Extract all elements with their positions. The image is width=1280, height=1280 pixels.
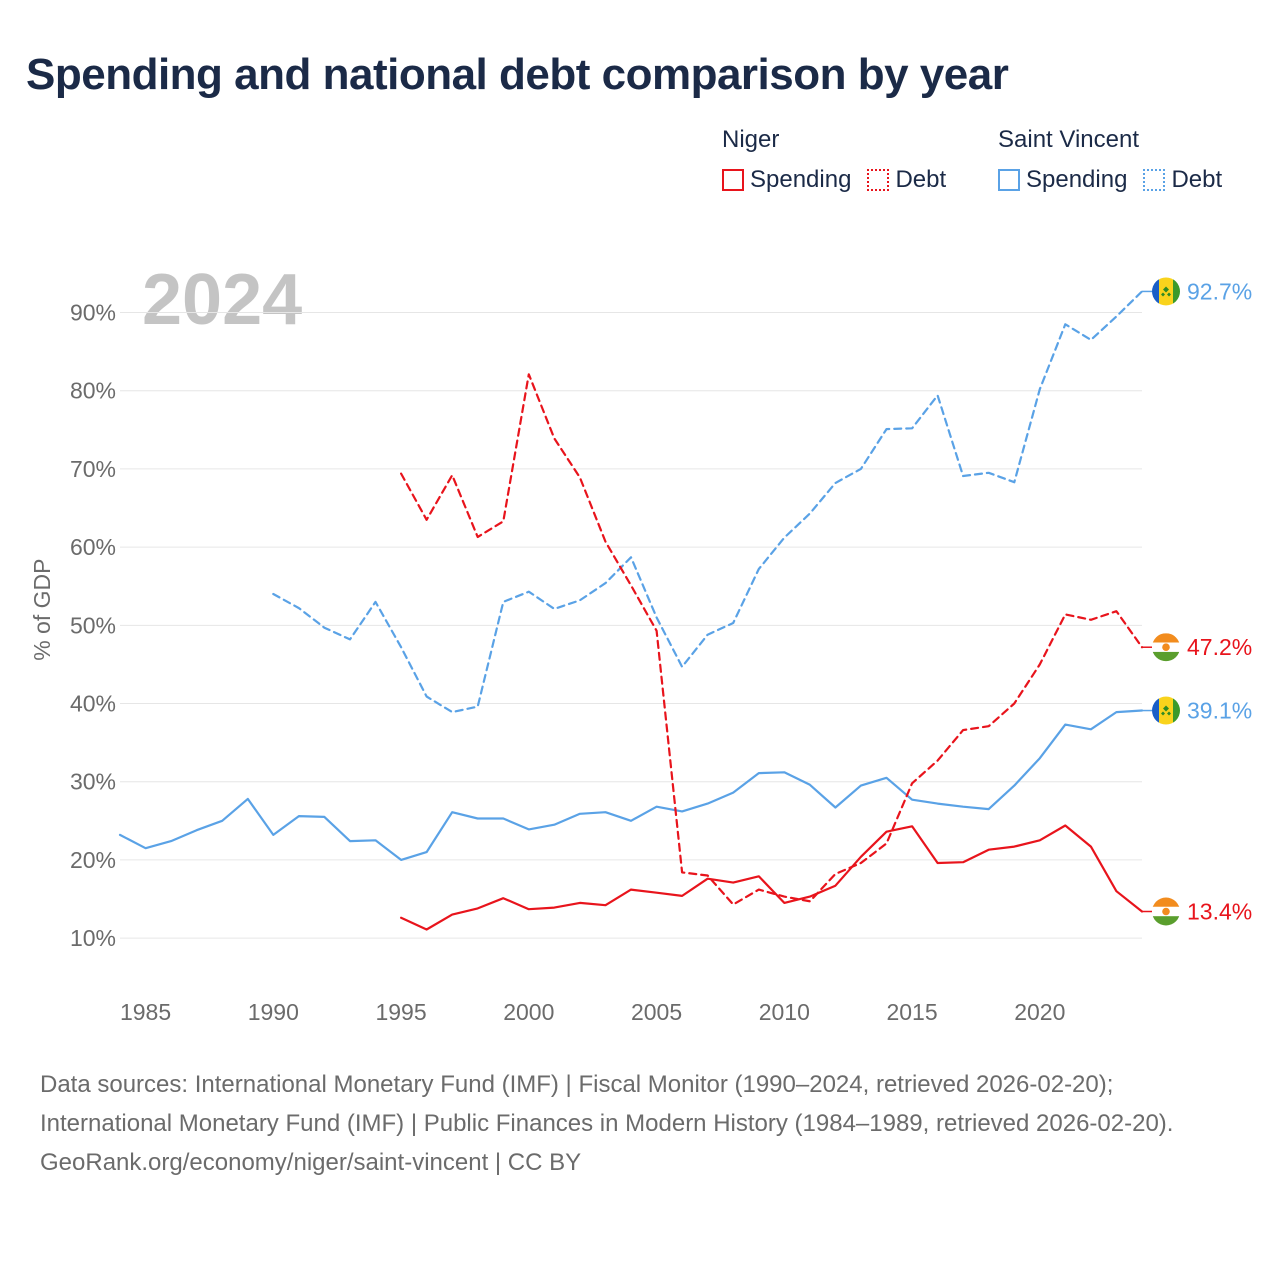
y-tick-label: 20% bbox=[70, 847, 116, 873]
legend-label: Debt bbox=[895, 166, 947, 193]
legend-label: Spending bbox=[1026, 166, 1128, 193]
legend-niger-spending[interactable]: Spending bbox=[722, 166, 851, 194]
x-tick-label: 1985 bbox=[120, 999, 171, 1025]
end-value-label: 13.4% bbox=[1187, 899, 1252, 925]
legend-niger: Niger Spending Debt bbox=[722, 124, 946, 194]
series-line-niger-debt bbox=[400, 373, 1144, 906]
y-tick-label: 90% bbox=[70, 300, 116, 326]
legend-swatch-dotted bbox=[867, 169, 890, 191]
y-tick-label: 40% bbox=[70, 691, 116, 717]
series-line-niger-spending bbox=[400, 824, 1144, 931]
x-tick-label: 2000 bbox=[503, 999, 554, 1025]
x-tick-label: 2005 bbox=[631, 999, 682, 1025]
series-line-saint-vincent-spending bbox=[118, 709, 1144, 861]
legend-saint-vincent-title: Saint Vincent bbox=[998, 126, 1139, 153]
legend-saint-vincent-debt[interactable]: Debt bbox=[1143, 166, 1222, 194]
end-value-label: 92.7% bbox=[1187, 278, 1252, 304]
data-source-note: Data sources: International Monetary Fun… bbox=[40, 1071, 1174, 1137]
year-watermark: 2024 bbox=[142, 260, 302, 340]
chart-title: Spending and national debt comparison by… bbox=[26, 50, 1009, 99]
y-tick-label: 60% bbox=[70, 534, 116, 560]
legend-niger-title: Niger bbox=[722, 126, 780, 153]
niger-flag-icon bbox=[1152, 633, 1180, 662]
y-tick-label: 30% bbox=[70, 769, 116, 795]
legend-niger-debt[interactable]: Debt bbox=[867, 166, 946, 194]
y-tick-label: 70% bbox=[70, 456, 116, 482]
x-tick-label: 2010 bbox=[759, 999, 810, 1025]
legend-swatch-solid bbox=[998, 169, 1020, 191]
legend-label: Spending bbox=[750, 166, 852, 193]
x-tick-label: 2015 bbox=[886, 999, 937, 1025]
end-value-label: 39.1% bbox=[1187, 698, 1252, 724]
legend-swatch-solid bbox=[722, 169, 744, 191]
x-tick-label: 1990 bbox=[248, 999, 299, 1025]
chart-plot: 2024 10% 20% 30% 40% 50% 60% 70% 80% 90% 1985 1990 1… bbox=[29, 260, 1252, 1025]
y-tick-label: 80% bbox=[70, 378, 116, 404]
footer: Data sources: International Monetary Fun… bbox=[40, 1065, 1240, 1182]
saint-vincent-flag-icon bbox=[1152, 696, 1180, 725]
legend-saint-vincent: Saint Vincent Spending Debt bbox=[998, 124, 1222, 194]
y-tick-label: 50% bbox=[70, 612, 116, 638]
credit-line: GeoRank.org/economy/niger/saint-vincent … bbox=[40, 1149, 582, 1176]
legend-label: Debt bbox=[1171, 166, 1223, 193]
series-line-saint-vincent-debt bbox=[272, 290, 1144, 714]
y-tick-label: 10% bbox=[70, 925, 116, 951]
niger-flag-icon bbox=[1152, 897, 1180, 926]
x-tick-label: 1995 bbox=[375, 999, 426, 1025]
x-tick-label: 2020 bbox=[1014, 999, 1065, 1025]
y-axis-label: % of GDP bbox=[29, 559, 55, 661]
saint-vincent-flag-icon bbox=[1152, 277, 1180, 306]
end-value-label: 47.2% bbox=[1187, 634, 1252, 660]
legend-saint-vincent-spending[interactable]: Spending bbox=[998, 166, 1127, 194]
legend-swatch-dotted bbox=[1143, 169, 1166, 191]
